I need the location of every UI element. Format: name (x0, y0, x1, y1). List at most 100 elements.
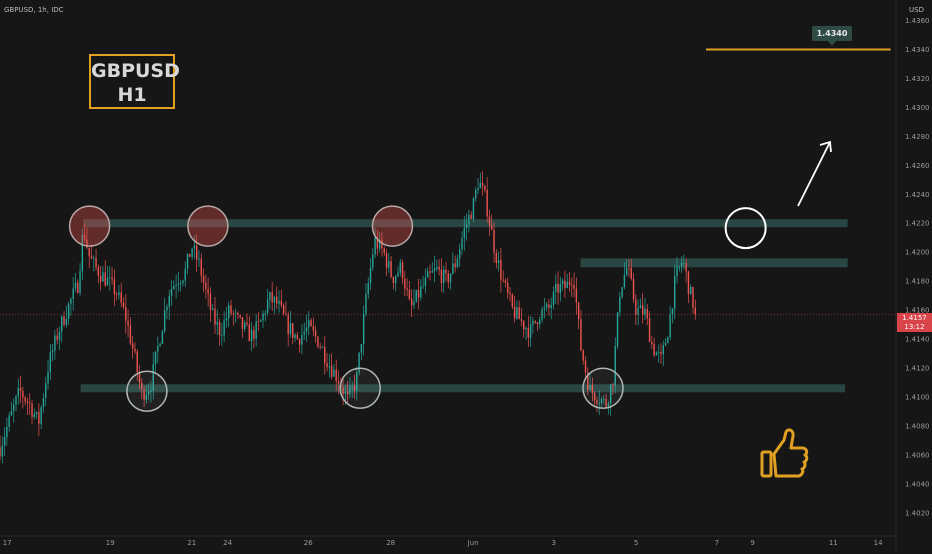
y-tick-label: 1.4140 (905, 336, 930, 344)
candle-body (589, 384, 591, 390)
x-tick-label: 9 (750, 539, 754, 547)
target-price-label: 1.4340 (812, 26, 852, 46)
candle-body (127, 320, 129, 326)
candle-body (253, 329, 255, 339)
candle-body (388, 261, 390, 268)
currency-label: USD (909, 6, 924, 14)
candle-body (317, 336, 319, 348)
candle-body (424, 277, 427, 286)
candle-body (214, 308, 216, 325)
candle-body (344, 391, 347, 394)
candle-body (157, 345, 159, 352)
candle-body (504, 280, 507, 283)
support-zone (80, 384, 845, 393)
candle-body (351, 385, 353, 387)
candle-body (687, 271, 690, 295)
candle-body (186, 253, 189, 269)
candle-body (335, 369, 337, 382)
y-tick-label: 1.4280 (905, 133, 930, 141)
candle-body (475, 190, 477, 199)
candle-body (333, 369, 335, 377)
candle-body (205, 282, 207, 289)
candle-body (598, 403, 600, 404)
candle-body (456, 258, 459, 268)
candle-body (669, 314, 671, 338)
symbol-header: GBPUSD, 1h, IDC (4, 6, 64, 14)
y-tick-label: 1.4060 (905, 451, 930, 459)
candle-body (646, 308, 648, 319)
y-tick-label: 1.4260 (905, 162, 930, 170)
candle-body (207, 288, 209, 294)
y-tick-label: 1.4200 (905, 249, 930, 257)
candle-body (591, 384, 594, 394)
candle-body (168, 295, 170, 307)
candle-body (401, 262, 404, 279)
candle-body (481, 182, 484, 186)
arrow-up-right-icon (797, 141, 831, 207)
last-price: 1.4157 (902, 314, 927, 322)
candle-body (495, 252, 498, 264)
breakout-circle (724, 207, 767, 250)
candle-body (593, 393, 596, 401)
candle-body (410, 299, 413, 306)
candle-body (678, 266, 680, 268)
candle-body (81, 234, 84, 272)
candle-body (511, 294, 514, 307)
candle-body (312, 326, 315, 331)
candle-body (360, 344, 363, 353)
candle-body (230, 305, 232, 314)
candle-body (619, 296, 621, 313)
candle-body (298, 339, 301, 345)
candle-body (545, 304, 548, 308)
candle-body (690, 286, 692, 295)
candle-body (527, 327, 530, 338)
thumb-hand (772, 428, 809, 478)
candle-body (657, 351, 660, 353)
candle-body (694, 307, 697, 315)
candle-body (367, 283, 369, 294)
candle-body (680, 262, 683, 267)
candle-body (443, 269, 445, 284)
candle-body (507, 282, 509, 293)
candle-body (303, 331, 305, 335)
candle-body (273, 296, 276, 303)
candle-body (31, 403, 33, 418)
candle-body (438, 266, 440, 270)
candle-body (321, 347, 324, 348)
candle-body (67, 303, 70, 319)
candle-body (17, 387, 20, 397)
candle-body (33, 414, 36, 418)
candle-body (74, 282, 77, 289)
candle-body (255, 321, 257, 339)
candle-body (19, 387, 22, 391)
candle-body (152, 364, 154, 391)
candle-body (362, 313, 365, 345)
candle-body (463, 227, 465, 239)
candle-body (571, 284, 573, 286)
candle-body (683, 262, 685, 264)
candle-body (45, 383, 47, 398)
candle-body (431, 271, 433, 273)
candle-body (285, 313, 287, 315)
candle-body (129, 325, 132, 344)
candle-body (520, 319, 523, 321)
candle-body (147, 391, 150, 395)
y-tick-label: 1.4040 (905, 480, 930, 488)
candle-body (278, 300, 280, 304)
candle-body (532, 320, 534, 325)
candle-body (390, 261, 392, 277)
candle-body (552, 291, 555, 305)
candle-body (502, 279, 504, 281)
candle-body (177, 283, 180, 286)
candle-body (349, 386, 351, 395)
candle-body (566, 281, 568, 289)
candle-body (0, 447, 1, 457)
candle-body (516, 307, 518, 319)
candle-body (29, 402, 31, 404)
candle-body (200, 258, 202, 276)
candle-body (674, 276, 676, 309)
candle-body (603, 398, 605, 400)
